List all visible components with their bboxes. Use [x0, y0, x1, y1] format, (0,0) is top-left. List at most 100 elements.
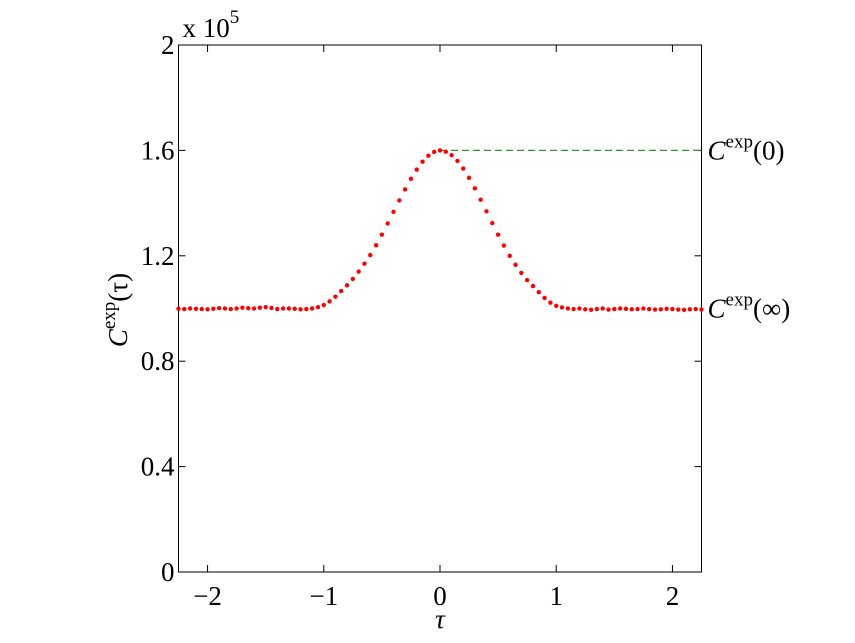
data-point — [530, 283, 536, 289]
y-axis-label: Cexp(τ) — [99, 273, 133, 347]
data-point — [228, 306, 233, 312]
data-point — [484, 209, 489, 214]
y-tick-label: 0.8 — [141, 346, 175, 376]
data-point — [286, 306, 292, 311]
label-sup: exp — [726, 290, 753, 311]
data-point — [652, 307, 658, 312]
annotation: Cexp(∞) — [708, 290, 791, 324]
data-point — [600, 306, 605, 311]
data-point — [385, 221, 390, 226]
label-base: C — [708, 135, 727, 165]
annotation: Cexp(0) — [708, 131, 785, 165]
data-point — [339, 288, 344, 294]
x-axis-label: τ — [435, 604, 446, 634]
data-point — [222, 306, 228, 311]
x-tick-label: 2 — [666, 581, 680, 611]
data-point — [466, 175, 472, 181]
data-point — [246, 306, 251, 311]
label-sup: exp — [99, 302, 120, 329]
data-point — [216, 306, 222, 311]
data-point — [251, 306, 257, 311]
data-point — [501, 243, 507, 248]
data-point — [478, 197, 483, 202]
y-tick-label: 2 — [161, 30, 175, 60]
data-point — [687, 307, 693, 312]
data-point — [472, 186, 478, 191]
data-point — [379, 232, 385, 237]
data-point — [344, 283, 350, 288]
label-sup: exp — [726, 131, 753, 152]
data-point — [391, 209, 396, 214]
data-point — [292, 306, 297, 311]
data-point — [449, 152, 454, 158]
label-arg: (∞) — [753, 294, 790, 324]
data-point — [176, 306, 181, 311]
data-point — [187, 306, 193, 311]
data-point — [240, 305, 245, 310]
data-point — [699, 307, 704, 312]
data-point — [629, 307, 634, 312]
x-tick-label: 1 — [549, 581, 563, 611]
data-point — [234, 306, 239, 311]
data-point — [594, 306, 600, 312]
data-point — [513, 262, 518, 267]
x-tick-label: −2 — [193, 581, 222, 611]
data-point — [490, 220, 495, 226]
data-point — [397, 198, 402, 203]
data-point — [205, 307, 210, 312]
data-point — [182, 306, 187, 312]
y-tick-label: 1.6 — [141, 135, 175, 165]
data-point — [565, 306, 571, 311]
y-tick-label: 1.2 — [141, 241, 175, 271]
data-point — [193, 306, 199, 311]
data-point — [495, 232, 501, 237]
data-point — [443, 149, 449, 154]
data-point — [263, 304, 268, 310]
data-point — [280, 306, 286, 311]
data-point — [681, 307, 687, 313]
data-point — [269, 305, 274, 311]
data-point — [548, 300, 553, 305]
label-base: C — [708, 294, 727, 324]
data-point — [211, 306, 216, 311]
multiplier-base: x 10 — [183, 13, 230, 43]
y-multiplier: x 105 — [183, 7, 240, 43]
data-point — [612, 306, 617, 312]
x-tick-label: 0 — [433, 581, 447, 611]
data-point — [350, 276, 356, 282]
data-point — [583, 307, 588, 312]
data-point — [588, 307, 594, 313]
data-point — [571, 306, 576, 312]
data-point — [542, 295, 547, 301]
label-base: C — [103, 328, 133, 347]
data-point — [507, 253, 512, 258]
data-point — [617, 306, 623, 311]
data-point — [536, 289, 541, 295]
data-point — [368, 252, 373, 258]
data-point — [327, 299, 332, 304]
data-point — [426, 153, 431, 158]
data-point — [362, 261, 367, 266]
data-point — [455, 158, 460, 164]
data-point — [199, 306, 204, 312]
data-point — [321, 302, 326, 308]
data-point — [373, 243, 379, 248]
data-point — [461, 166, 466, 171]
data-point — [519, 270, 524, 276]
data-point — [356, 269, 361, 274]
data-point — [559, 305, 565, 310]
data-point — [420, 159, 425, 164]
x-tick-label: −1 — [309, 581, 338, 611]
data-point — [554, 303, 559, 309]
data-point — [647, 306, 652, 312]
multiplier-exponent: 5 — [230, 7, 240, 28]
data-point — [414, 167, 419, 172]
data-point — [315, 304, 321, 310]
data-point — [635, 306, 640, 312]
data-point — [670, 306, 675, 312]
data-point — [664, 306, 669, 311]
data-point — [623, 306, 629, 311]
y-tick-label: 0 — [161, 557, 175, 587]
